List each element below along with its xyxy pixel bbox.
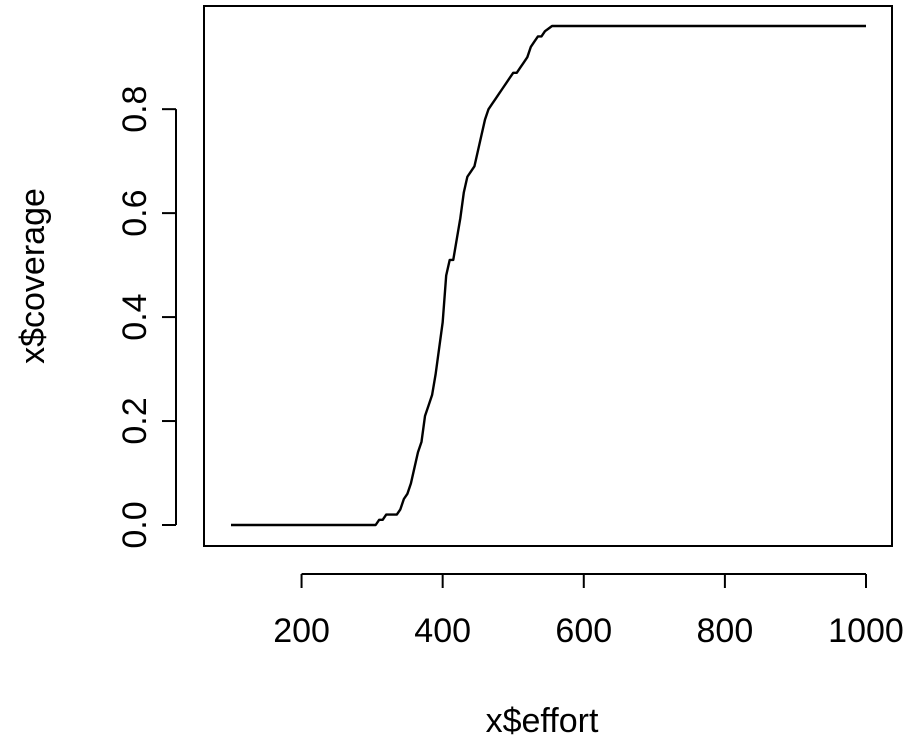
series-line-0 <box>231 24 866 527</box>
y-tick-label-1: 0.2 <box>116 397 154 444</box>
series-layer <box>231 24 866 527</box>
x-axis: 200 400 600 800 1000 <box>273 573 904 650</box>
x-tick-label-4: 1000 <box>828 612 904 650</box>
x-tick-label-3: 800 <box>697 612 754 650</box>
y-axis: 0.0 0.2 0.4 0.6 0.8 <box>116 86 177 549</box>
y-tick-label-2: 0.4 <box>116 293 154 340</box>
x-tick-label-1: 400 <box>414 612 471 650</box>
y-tick-label-0: 0.0 <box>116 501 154 548</box>
y-axis-title: x$coverage <box>14 188 52 364</box>
plot-border <box>203 5 893 547</box>
x-tick-label-2: 600 <box>555 612 612 650</box>
x-axis-title: x$effort <box>486 702 599 740</box>
y-tick-label-3: 0.6 <box>116 189 154 236</box>
plot-frame <box>203 5 893 547</box>
x-tick-label-0: 200 <box>273 612 330 650</box>
y-tick-label-4: 0.8 <box>116 86 154 133</box>
